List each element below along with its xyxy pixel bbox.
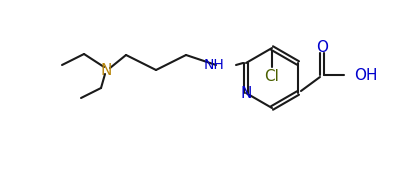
Text: Cl: Cl	[265, 69, 279, 83]
Text: N: N	[240, 86, 252, 100]
Text: O: O	[316, 40, 328, 54]
Text: NH: NH	[203, 58, 224, 72]
Text: N: N	[100, 62, 112, 78]
Text: OH: OH	[354, 67, 377, 83]
